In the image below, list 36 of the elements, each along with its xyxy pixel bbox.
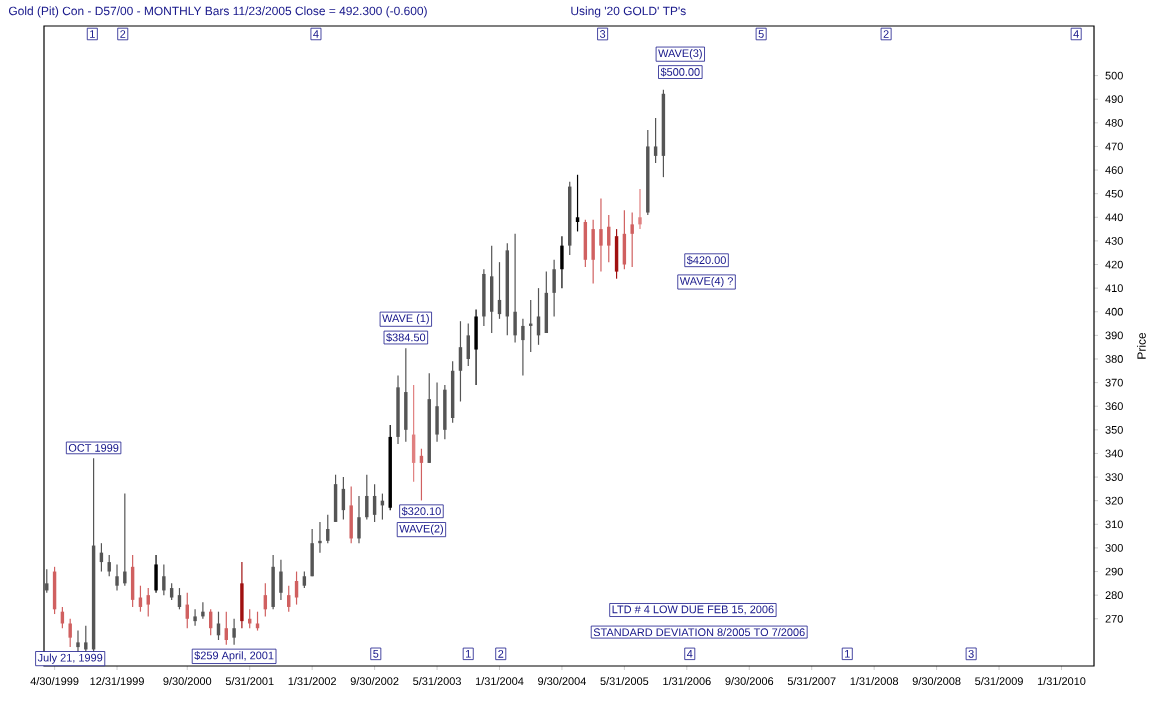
candlestick <box>513 233 517 344</box>
candlestick <box>365 474 369 521</box>
candlestick <box>107 554 111 577</box>
candlestick <box>240 561 244 629</box>
candlestick <box>560 235 564 289</box>
candlestick <box>279 559 283 601</box>
candlestick <box>318 521 322 554</box>
candlestick <box>435 382 439 443</box>
candlestick <box>68 618 72 648</box>
candlestick <box>591 219 595 285</box>
candlestick <box>162 563 166 596</box>
candlestick <box>154 554 158 594</box>
candlestick <box>310 528 314 577</box>
candlestick <box>575 174 580 233</box>
candlestick <box>404 347 408 443</box>
candlestick <box>552 259 556 318</box>
candlestick <box>123 493 127 587</box>
candlestick <box>357 495 361 544</box>
candlestick <box>521 318 525 377</box>
candlestick <box>638 188 642 230</box>
candlestick <box>193 608 197 627</box>
candlestick <box>630 211 634 268</box>
candlestick <box>599 197 603 273</box>
candlestick <box>653 117 658 164</box>
candlestick <box>115 563 119 592</box>
candlestick <box>84 625 88 655</box>
candlestick <box>76 629 80 653</box>
candlestick <box>271 554 275 610</box>
candlestick <box>443 384 447 440</box>
candlestick <box>146 587 150 618</box>
candlestick <box>232 618 236 646</box>
candlestick <box>482 268 486 327</box>
candlestick <box>474 308 478 386</box>
candlestick <box>201 601 205 620</box>
candlestick <box>349 485 353 544</box>
candlestick <box>255 611 260 632</box>
